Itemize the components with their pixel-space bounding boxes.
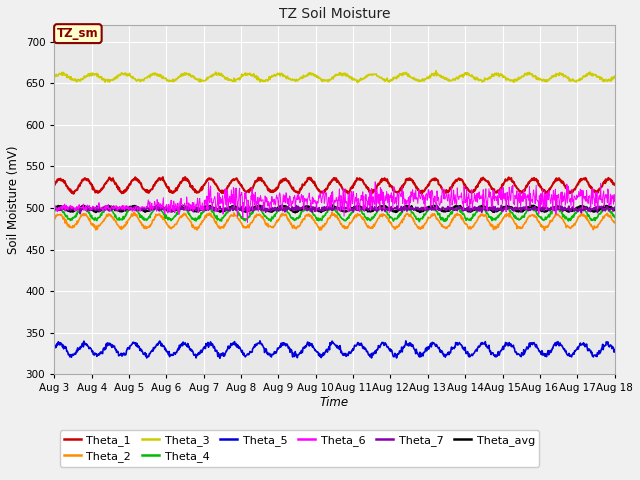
Line: Theta_1: Theta_1: [54, 177, 614, 194]
Theta_6: [259, 197, 267, 203]
Y-axis label: Soil Moisture (mV): Soil Moisture (mV): [7, 145, 20, 254]
Theta_1: [200, 183, 207, 189]
Theta_1: [340, 187, 348, 193]
Theta_1: [611, 182, 618, 188]
Theta_avg: [199, 206, 207, 212]
Theta_7: [456, 205, 464, 211]
Theta_3: [575, 76, 583, 82]
Theta_avg: [611, 207, 618, 213]
Theta_6: [575, 191, 583, 197]
Line: Theta_6: Theta_6: [54, 182, 614, 222]
Theta_avg: [124, 206, 131, 212]
Theta_1: [418, 191, 426, 197]
Theta_3: [611, 73, 618, 79]
Theta_3: [340, 71, 348, 76]
Text: TZ_sm: TZ_sm: [57, 27, 99, 40]
Title: TZ Soil Moisture: TZ Soil Moisture: [278, 7, 390, 21]
Theta_1: [259, 178, 267, 184]
Theta_2: [541, 228, 548, 233]
Theta_7: [611, 204, 618, 210]
Theta_6: [456, 193, 464, 199]
Theta_1: [575, 179, 583, 185]
Theta_4: [340, 217, 348, 223]
Theta_7: [292, 202, 300, 208]
Theta_7: [51, 206, 58, 212]
Theta_7: [124, 205, 132, 211]
X-axis label: Time: Time: [320, 396, 349, 409]
Theta_3: [456, 72, 464, 78]
Theta_2: [340, 223, 348, 228]
Theta_2: [328, 209, 336, 215]
Theta_4: [259, 211, 267, 216]
Theta_3: [51, 75, 58, 81]
Theta_3: [124, 73, 131, 79]
Theta_7: [575, 205, 583, 211]
Theta_5: [216, 355, 224, 361]
Theta_1: [51, 182, 58, 188]
Theta_2: [124, 219, 131, 225]
Theta_7: [200, 207, 207, 213]
Theta_2: [575, 213, 583, 219]
Theta_6: [371, 179, 379, 185]
Theta_6: [244, 219, 252, 225]
Theta_2: [611, 220, 618, 226]
Theta_3: [432, 68, 440, 73]
Theta_5: [199, 347, 207, 353]
Line: Theta_4: Theta_4: [54, 206, 614, 222]
Theta_6: [340, 213, 348, 219]
Theta_5: [611, 348, 618, 353]
Theta_5: [256, 338, 264, 344]
Theta_avg: [575, 204, 583, 210]
Theta_1: [124, 184, 131, 190]
Theta_2: [259, 215, 266, 221]
Theta_avg: [259, 204, 266, 210]
Theta_avg: [328, 203, 336, 208]
Theta_3: [259, 78, 266, 84]
Theta_6: [124, 204, 131, 209]
Theta_5: [124, 345, 131, 351]
Theta_4: [575, 205, 583, 211]
Theta_3: [199, 77, 207, 83]
Theta_6: [51, 203, 58, 208]
Line: Theta_avg: Theta_avg: [54, 205, 614, 213]
Theta_avg: [291, 210, 299, 216]
Theta_2: [199, 218, 207, 224]
Theta_2: [456, 212, 464, 218]
Theta_4: [415, 219, 423, 225]
Theta_4: [203, 204, 211, 209]
Theta_4: [199, 209, 207, 215]
Theta_1: [181, 174, 189, 180]
Theta_1: [456, 176, 464, 182]
Theta_4: [51, 208, 58, 214]
Theta_7: [76, 211, 84, 216]
Theta_2: [51, 217, 58, 223]
Line: Theta_3: Theta_3: [54, 71, 614, 83]
Theta_4: [124, 209, 131, 215]
Theta_5: [51, 346, 58, 351]
Theta_6: [611, 199, 618, 204]
Theta_3: [354, 80, 362, 85]
Line: Theta_7: Theta_7: [54, 205, 614, 214]
Theta_5: [340, 351, 348, 357]
Theta_4: [611, 215, 618, 220]
Theta_5: [456, 341, 464, 347]
Theta_avg: [51, 205, 58, 211]
Theta_7: [259, 205, 267, 211]
Theta_6: [199, 208, 207, 214]
Theta_5: [260, 345, 268, 350]
Theta_5: [575, 343, 583, 349]
Line: Theta_5: Theta_5: [54, 341, 614, 358]
Theta_avg: [340, 208, 348, 214]
Legend: Theta_1, Theta_2, Theta_3, Theta_4, Theta_5, Theta_6, Theta_7, Theta_avg: Theta_1, Theta_2, Theta_3, Theta_4, Thet…: [60, 431, 540, 467]
Line: Theta_2: Theta_2: [54, 212, 614, 230]
Theta_7: [340, 204, 348, 210]
Theta_avg: [456, 203, 464, 209]
Theta_4: [456, 209, 464, 215]
